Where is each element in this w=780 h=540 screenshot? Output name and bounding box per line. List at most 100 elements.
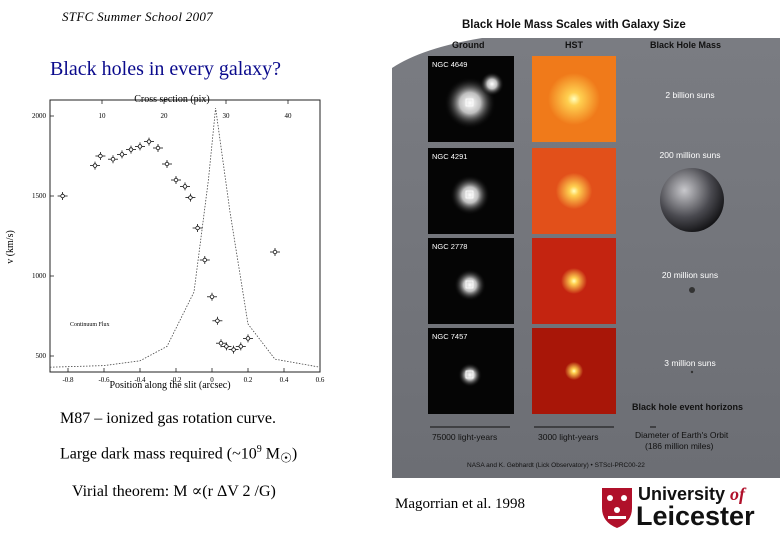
scale-hst-label: 3000 light-years [538, 432, 598, 442]
data-point [117, 150, 127, 159]
data-point [162, 160, 172, 168]
data-point [108, 155, 118, 164]
point-marker [231, 347, 236, 352]
point-marker [209, 294, 215, 299]
caption-dark-mass: Large dark mass required (~109 M☉) [60, 444, 297, 467]
data-point [270, 248, 280, 256]
x-tick-label: -0.6 [98, 376, 110, 384]
mass-label: 20 million suns [662, 270, 718, 280]
logo-of: of [730, 484, 746, 504]
galaxy-label: NGC 4649 [432, 60, 467, 69]
x-tick-label: 0 [210, 376, 214, 384]
x-axis-label: Position along the slit (arcsec) [109, 380, 230, 391]
hst-core [561, 268, 587, 294]
galaxy-rows: NGC 4649 2 billion suns NGC 4291 200 millio… [428, 56, 720, 414]
galaxy-row: NGC 4649 2 billion suns [428, 56, 715, 142]
data-point [57, 192, 68, 200]
top-tick-label: 10 [99, 112, 107, 120]
point-marker [155, 145, 161, 151]
zoom-box [465, 190, 474, 199]
companion-galaxy [480, 72, 504, 96]
point-marker [182, 184, 188, 189]
data-point [144, 137, 154, 146]
y-tick-label: 1500 [32, 192, 47, 200]
dark-mass-close: ) [291, 445, 298, 463]
x-tick-label: 0.4 [280, 376, 289, 384]
galaxy-glow [450, 175, 490, 215]
galaxy-glow [458, 363, 482, 387]
top-tick-label: 40 [285, 112, 293, 120]
x-tick-label: -0.8 [62, 376, 74, 384]
point-marker [146, 139, 152, 144]
data-point [171, 176, 181, 184]
galaxy-row: NGC 4291 200 million suns [428, 148, 720, 234]
horizons-label: Black hole event horizons [632, 402, 743, 412]
slide-title: Black holes in every galaxy? [50, 58, 282, 80]
dark-mass-unit: M [261, 445, 280, 463]
point-marker [98, 153, 103, 159]
data-point [243, 334, 253, 343]
x-tick-label: 0.2 [244, 376, 253, 384]
scale-orbit-label-2: (186 million miles) [645, 441, 714, 451]
point-marker [128, 147, 134, 152]
event-horizon-large [660, 168, 724, 232]
rotation-curve-chart: -0.8 -0.6 -0.4 -0.2 0 0.2 0.4 0.6 2000 1500 1000 50… [5, 94, 325, 391]
data-point [199, 256, 210, 264]
crest-icon [602, 488, 632, 528]
zoom-box [465, 370, 474, 379]
x-tick-label: -0.4 [134, 376, 146, 384]
continuum-curve-group [49, 107, 321, 368]
point-marker [272, 249, 278, 255]
data-point [221, 342, 232, 351]
galaxy-row: NGC 7457 3 million suns [428, 328, 716, 414]
header-school: STFC Summer School 2007 [62, 9, 213, 24]
mass-label: 200 million suns [660, 150, 721, 160]
point-marker [195, 225, 200, 231]
credit-magorrian: Magorrian et al. 1998 [395, 496, 525, 512]
dark-mass-prefix: Large dark mass required (~10 [60, 445, 257, 463]
x-tick-label: 0.6 [316, 376, 325, 384]
crest-mark-2 [621, 495, 627, 501]
x-tick-label: -0.2 [170, 376, 182, 384]
data-points-group [57, 137, 280, 354]
logo-line2: Leicester [636, 501, 755, 531]
top-tick-label: 20 [161, 112, 169, 120]
data-point [185, 193, 196, 202]
logo-university: University [638, 484, 731, 504]
mass-label: 3 million suns [664, 358, 716, 368]
black-hole-mass-panel: Black Hole Mass Scales with Galaxy Size … [392, 8, 780, 478]
axis-ticks-group: -0.8 -0.6 -0.4 -0.2 0 0.2 0.4 0.6 2000 1500 1000 50… [32, 100, 325, 384]
point-marker [215, 318, 220, 323]
event-horizon-small [690, 370, 694, 374]
data-point [153, 144, 163, 152]
crest-mark-1 [607, 495, 613, 501]
data-point [135, 142, 145, 151]
data-point [180, 182, 190, 191]
continuum-line [49, 107, 321, 368]
galaxy-label: NGC 4291 [432, 152, 467, 161]
point-marker [119, 152, 125, 157]
point-marker [137, 144, 143, 149]
data-point [216, 339, 226, 348]
point-marker [188, 195, 193, 200]
point-marker [60, 193, 65, 199]
point-marker [173, 177, 179, 183]
caption-virial: Virial theorem: M ∝(r ΔV 2 /G) [72, 483, 276, 500]
col-hst: HST [565, 40, 584, 50]
logo-line1: University of [638, 484, 745, 505]
zoom-box [465, 280, 474, 289]
y-tick-label: 2000 [32, 112, 47, 120]
point-marker [92, 163, 98, 168]
data-point [126, 145, 136, 154]
galaxy-glow [454, 269, 486, 301]
data-point [95, 152, 106, 160]
point-marker [224, 344, 229, 349]
panel-footer: NASA and K. Gebhardt (Lick Observatory) … [467, 462, 645, 469]
point-marker [164, 161, 170, 167]
data-point [235, 342, 246, 351]
col-mass: Black Hole Mass [650, 40, 721, 50]
hst-core [548, 73, 600, 125]
hst-core [564, 361, 584, 381]
point-marker [202, 257, 207, 263]
caption-rotation: M87 – ionized gas rotation curve. [60, 410, 276, 427]
